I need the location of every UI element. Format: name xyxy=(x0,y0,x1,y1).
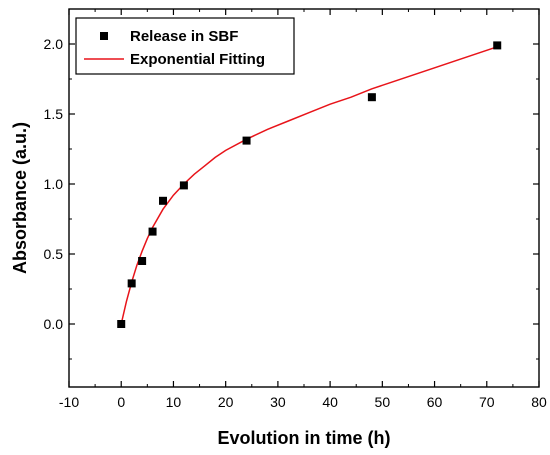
x-tick-label: 20 xyxy=(218,394,234,410)
data-point xyxy=(242,136,251,145)
x-tick-label: 10 xyxy=(166,394,182,410)
legend: Release in SBF Exponential Fitting xyxy=(75,17,295,75)
x-tick-label: 70 xyxy=(479,394,495,410)
legend-label: Release in SBF xyxy=(130,28,238,45)
y-tick-label: 0.0 xyxy=(44,316,64,332)
x-tick-label: 60 xyxy=(427,394,443,410)
data-point xyxy=(127,279,136,288)
x-tick-label: 30 xyxy=(270,394,286,410)
y-tick-label: 1.0 xyxy=(44,176,64,192)
data-point xyxy=(159,196,167,205)
fit-curve-layer xyxy=(120,46,498,325)
data-point xyxy=(179,181,188,190)
legend-label: Exponential Fitting xyxy=(130,51,265,68)
y-tick-label: 2.0 xyxy=(44,36,64,52)
data-point xyxy=(117,320,126,328)
x-tick-label: 0 xyxy=(117,394,125,410)
fit-curve xyxy=(120,46,498,325)
x-tick-label: 50 xyxy=(375,394,391,410)
x-axis-title: Evolution in time (h) xyxy=(218,428,391,448)
y-axis-title: Absorbance (a.u.) xyxy=(10,122,30,274)
x-tick-label: 80 xyxy=(531,394,547,410)
legend-box xyxy=(75,17,295,75)
data-point xyxy=(138,257,147,265)
data-point xyxy=(148,227,157,236)
data-point xyxy=(367,93,376,102)
y-tick-label: 1.5 xyxy=(44,106,64,122)
legend-square-swatch xyxy=(100,32,108,40)
axis-ticks xyxy=(68,8,540,387)
y-tick-label: 0.5 xyxy=(44,246,64,262)
x-tick-label: 40 xyxy=(322,394,338,410)
x-tick-label: -10 xyxy=(59,394,79,410)
tick-labels: -10 0 10 20 30 40 50 60 70 80 0.0 0.5 1.0 1.5 2.0 xyxy=(44,36,547,410)
data-point xyxy=(493,41,502,50)
data-points-layer xyxy=(117,41,502,328)
